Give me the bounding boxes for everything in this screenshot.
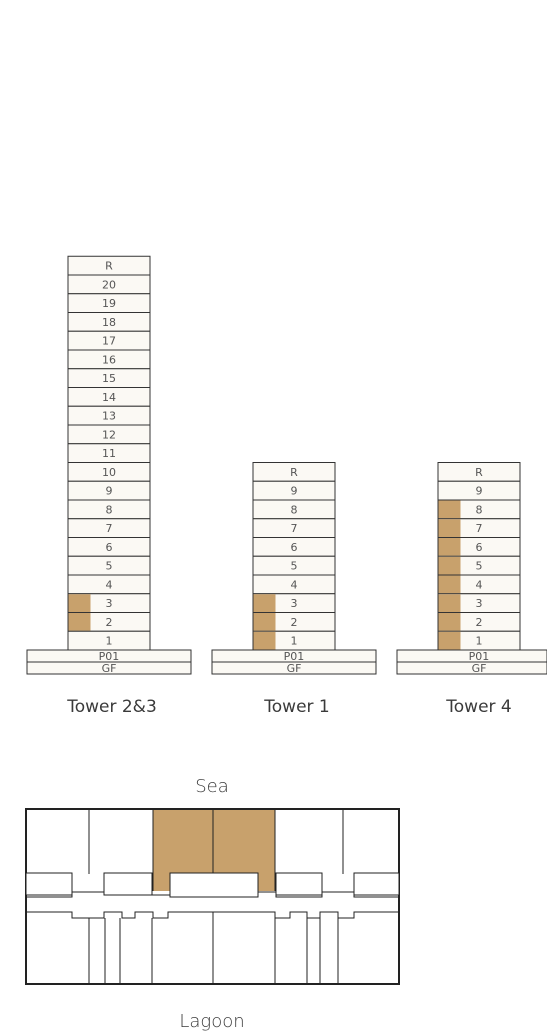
highlighted-unit-floor-5 [438,556,461,575]
floor-label: 15 [102,372,116,385]
plan-balcony [353,872,400,896]
floor-label: 7 [291,522,298,535]
plan-corridor-north [26,891,399,898]
floor-label: 1 [291,635,298,648]
floor-label: 8 [106,503,113,516]
highlighted-unit-floor-7 [438,519,461,537]
plan-label-lagoon: Lagoon [179,1011,244,1032]
highlighted-unit-floor-1 [253,631,276,650]
floor-label: 7 [106,522,113,535]
floor-label: 4 [476,578,483,591]
floor-label: 3 [291,597,298,610]
floor-label: 13 [102,410,116,423]
floor-label: 9 [291,485,298,498]
floor-label: 16 [102,353,116,366]
highlighted-unit-floor-8 [438,500,461,519]
floor-label: 7 [476,522,483,535]
floor-label: 5 [106,560,113,573]
highlighted-unit-floor-3 [438,594,461,612]
floor-label: 4 [106,578,113,591]
floor-label: 8 [476,503,483,516]
tower-caption-2-3: Tower 2&3 [66,697,157,717]
highlighted-unit-floor-2 [68,613,91,631]
floor-label: 9 [106,485,113,498]
highlighted-unit-floor-2 [438,613,461,631]
floor-label: 6 [291,541,298,554]
highlighted-unit-floor-3 [253,594,276,612]
podium-label: P01 [284,650,305,663]
floor-label: 1 [476,635,483,648]
highlighted-unit-floor-6 [438,538,461,556]
floor-label: R [290,466,298,479]
floor-label: 4 [291,578,298,591]
floor-label: 12 [102,428,116,441]
highlighted-unit-floor-3 [68,594,91,612]
floor-label: R [475,466,483,479]
floor-label: 8 [291,503,298,516]
floor-label: 3 [106,597,113,610]
floor-label: R [105,260,113,273]
tower-caption-4: Tower 4 [445,697,511,717]
floor-label: 5 [476,560,483,573]
plan-label-sea: Sea [195,776,229,797]
podium-floor-GF [396,661,547,675]
floor-label: 19 [102,297,116,310]
podium-label: P01 [469,650,490,663]
highlighted-unit-floor-1 [438,631,461,650]
floor-label: 20 [102,278,116,291]
floor-label: 2 [106,616,113,629]
floor-label: 3 [476,597,483,610]
podium-floor-GF [26,661,192,675]
floor-label: 9 [476,485,483,498]
floor-label: 17 [102,335,116,348]
floor-label: 1 [106,635,113,648]
highlighted-unit-floor-2 [253,613,276,631]
floor-label: 5 [291,560,298,573]
floor-label: 6 [476,541,483,554]
floor-label: 14 [102,391,116,404]
floor-label: 6 [106,541,113,554]
highlighted-unit-floor-4 [438,575,461,594]
plan-balcony [25,872,73,896]
floor-label: 11 [102,447,116,460]
podium-label: GF [472,662,487,675]
floor-label: 10 [102,466,116,479]
plan-corridor-south [26,911,399,919]
podium-label: P01 [99,650,120,663]
podium-label: GF [287,662,302,675]
plan-core [169,872,259,898]
podium-floor-GF [211,661,377,675]
floor-label: 18 [102,316,116,329]
podium-label: GF [102,662,117,675]
floor-plan [25,808,400,985]
plan-balcony [103,872,153,896]
floor-label: 2 [476,616,483,629]
plan-balcony [275,872,323,896]
floor-label: 2 [291,616,298,629]
tower-caption-1: Tower 1 [263,697,329,717]
